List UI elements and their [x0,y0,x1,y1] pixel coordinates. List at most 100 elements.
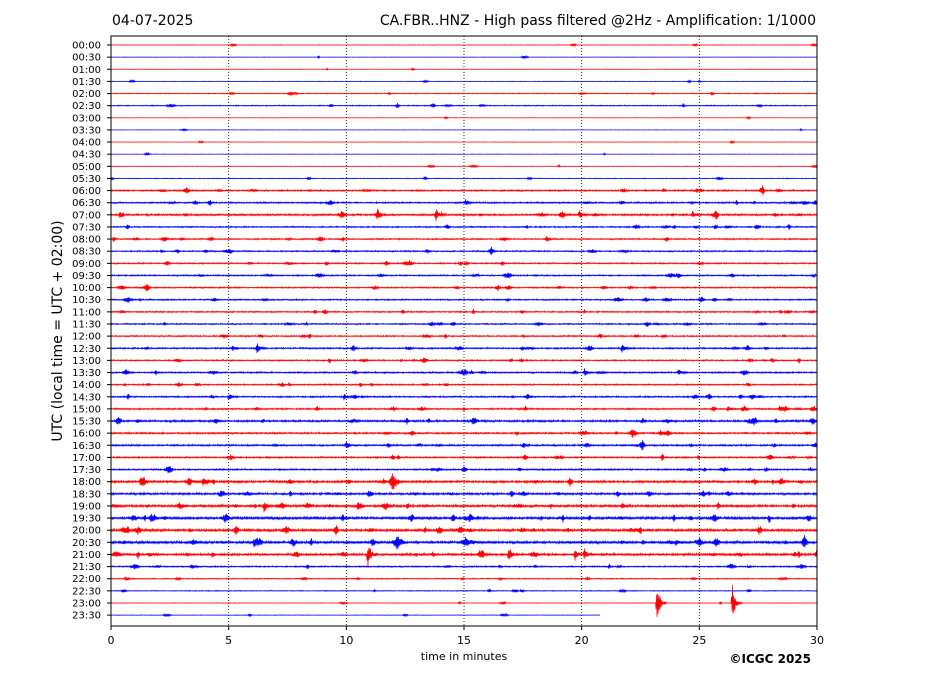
row-label: 16:30 [72,441,101,452]
row-label: 09:00 [72,259,101,270]
row-label: 10:30 [72,295,101,306]
trace-row [111,91,817,96]
row-label: 22:00 [72,574,101,585]
chart-title: CA.FBR..HNZ - High pass filtered @2Hz - … [380,13,816,29]
trace-row [111,466,817,474]
x-tick-label: 15 [457,634,471,647]
trace-row [111,284,817,292]
trace-row [111,224,817,231]
trace-row [111,343,817,354]
row-label: 14:00 [72,380,101,391]
row-label: 18:00 [72,477,101,488]
trace-row [111,176,817,181]
vertical-gridlines [228,36,700,626]
trace-row [111,440,817,451]
row-label: 01:30 [72,77,101,88]
x-tick-label: 20 [575,634,589,647]
trace-row [111,405,817,413]
row-label: 17:00 [72,453,101,464]
trace-row [111,128,817,132]
trace-row [111,246,817,256]
row-label: 12:00 [72,332,101,343]
x-tick-label: 0 [108,634,115,647]
trace-row [111,382,817,388]
trace-row [111,151,817,156]
row-label: 11:30 [72,319,101,330]
row-label: 17:30 [72,465,101,476]
row-label: 02:30 [72,101,101,112]
x-tick-label: 10 [339,634,353,647]
row-label: 21:00 [72,550,101,561]
row-label: 22:30 [72,586,101,597]
trace-row [111,42,817,48]
seismic-traces [111,42,817,618]
row-label: 15:00 [72,404,101,415]
trace-row [111,333,817,339]
row-label: 13:30 [72,368,101,379]
trace-row [111,429,817,438]
trace-row [111,67,817,72]
row-label: 01:00 [72,65,101,76]
trace-row [111,185,817,196]
row-label: 11:00 [72,307,101,318]
trace-row [111,490,817,498]
row-label: 04:00 [72,138,101,149]
trace-row [111,321,817,327]
row-label: 03:00 [72,113,101,124]
row-label: 00:30 [72,53,101,64]
trace-row [111,296,817,303]
trace-row [111,393,817,401]
row-label: 05:30 [72,174,101,185]
row-label: 08:30 [72,247,101,258]
trace-row [111,272,817,279]
row-label: 23:30 [72,611,101,622]
row-label: 15:30 [72,417,101,428]
trace-row [111,260,817,266]
trace-row [111,535,817,550]
trace-row [111,612,601,618]
x-tick-label: 30 [810,634,824,647]
y-axis-label: UTC (local time = UTC + 02:00) [50,220,66,441]
row-label: 23:00 [72,598,101,609]
trace-row [111,368,817,376]
x-axis-ticks: 0 5 10 15 20 25 30 [108,626,824,647]
trace-row [111,588,817,594]
row-label: 20:30 [72,538,101,549]
row-label: 02:00 [72,89,101,100]
row-label: 07:30 [72,222,101,233]
x-tick-label: 5 [225,634,232,647]
row-label: 05:00 [72,162,101,173]
row-label: 06:30 [72,198,101,209]
trace-row [111,584,817,617]
trace-row [111,576,817,582]
row-label: 16:00 [72,429,101,440]
trace-row [111,54,817,60]
trace-row [111,236,817,242]
trace-row [111,547,817,568]
row-label: 13:00 [72,356,101,367]
trace-row [111,208,817,222]
row-label: 00:00 [72,41,101,52]
row-label: 07:00 [72,210,101,221]
row-label: 19:30 [72,514,101,525]
trace-row [111,139,817,145]
row-label: 19:00 [72,501,101,512]
row-label: 10:00 [72,283,101,294]
row-label: 20:00 [72,526,101,537]
row-label: 18:30 [72,489,101,500]
trace-row [111,502,817,513]
row-label: 09:30 [72,271,101,282]
copyright-label: ©ICGC 2025 [729,652,811,666]
trace-row [111,163,817,169]
row-label: 04:30 [72,150,101,161]
trace-row [111,115,817,121]
trace-row [111,453,817,461]
trace-row [111,417,817,426]
date-label: 04-07-2025 [112,13,193,29]
row-time-labels: 00:0000:3001:0001:3002:0002:3003:0003:30… [72,41,111,622]
trace-row [111,78,817,84]
row-label: 14:30 [72,392,101,403]
x-axis-label: time in minutes [421,650,508,663]
trace-row [111,199,817,207]
